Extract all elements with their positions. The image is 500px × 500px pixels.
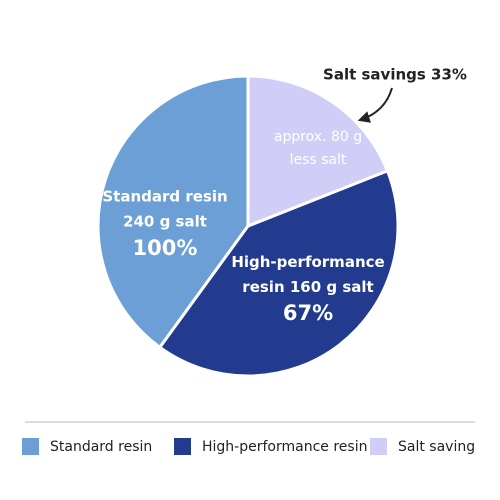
slice-label: Standard resin [102, 188, 227, 206]
legend-swatch [174, 438, 191, 455]
slice-label: 100% [133, 236, 198, 260]
slice-label: 240 g salt [123, 213, 207, 231]
annotation: Salt savings 33% [323, 66, 467, 84]
legend-label: High-performance resin [202, 439, 367, 455]
legend-swatch [370, 438, 387, 455]
legend-label: Salt saving [398, 439, 475, 455]
pie-slice [246, 74, 390, 229]
slice-label: High-performance resin 160 g salt [231, 253, 384, 296]
pie-slice [157, 168, 400, 378]
pie-slice [96, 74, 250, 350]
annotation-arrow [357, 87, 393, 123]
slice-label: less salt [290, 152, 347, 168]
legend-swatch [22, 438, 39, 455]
slice-label: 67% [283, 301, 333, 325]
slice-label: approx. 80 g [274, 129, 362, 145]
legend-label: Standard resin [50, 439, 152, 455]
